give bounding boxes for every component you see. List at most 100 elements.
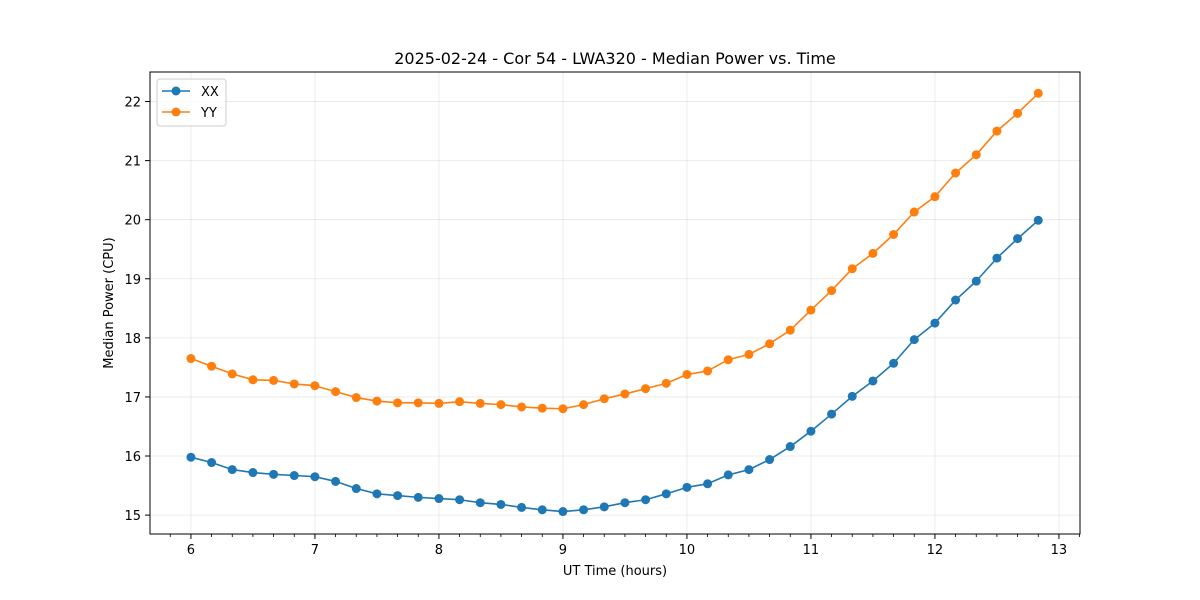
data-point-xx [393,491,403,501]
data-point-yy [827,286,837,296]
data-point-xx [558,507,568,517]
plot-area-frame [149,71,1081,535]
data-point-yy [661,378,671,388]
legend-marker-xx [171,86,181,96]
data-point-xx [517,502,527,512]
x-tick-label: 11 [803,543,820,558]
data-point-xx [661,489,671,499]
legend-marker-yy [171,107,181,117]
data-point-yy [1013,108,1023,118]
data-point-yy [248,375,258,385]
y-tick-label: 17 [124,391,141,406]
data-point-xx [207,458,217,468]
data-point-xx [599,502,609,512]
data-point-yy [496,400,506,410]
series-xx [186,215,1043,517]
data-point-yy [434,398,444,408]
data-point-yy [207,361,217,371]
data-point-xx [744,465,754,475]
data-point-xx [785,442,795,452]
data-point-xx [227,465,237,475]
y-tick-label: 18 [124,332,141,347]
y-tick-label: 22 [124,96,141,111]
data-point-yy [620,389,630,399]
data-point-xx [289,471,299,481]
data-point-xx [641,495,651,505]
data-point-xx [1033,215,1043,225]
data-point-xx [434,494,444,504]
data-point-xx [310,472,320,482]
data-point-yy [951,168,961,178]
data-point-yy [517,402,527,412]
data-point-yy [579,400,589,410]
x-tick-label: 6 [187,543,195,558]
data-point-xx [847,391,857,401]
data-point-yy [806,305,816,315]
data-point-yy [785,325,795,335]
data-point-xx [351,484,361,494]
x-tick-label: 13 [1051,543,1068,558]
data-point-yy [310,381,320,391]
data-point-yy [599,394,609,404]
data-point-xx [827,409,837,419]
data-point-yy [537,403,547,413]
data-point-xx [992,253,1002,263]
data-point-yy [455,397,465,407]
data-point-xx [723,470,733,480]
data-point-yy [558,404,568,414]
data-point-xx [889,358,899,368]
data-point-yy [723,355,733,365]
data-point-xx [186,452,196,462]
y-tick-label: 20 [124,214,141,229]
data-point-xx [868,376,878,386]
data-point-xx [413,492,423,502]
data-point-yy [393,398,403,408]
data-point-xx [620,498,630,508]
data-point-yy [372,396,382,406]
data-point-xx [331,476,341,486]
data-point-xx [806,426,816,436]
data-point-xx [1013,234,1023,244]
data-point-yy [475,398,485,408]
data-point-xx [248,468,258,478]
legend: XX YY [156,78,227,127]
data-point-yy [331,387,341,397]
data-point-xx [496,499,506,509]
data-point-xx [455,495,465,505]
data-point-xx [909,335,919,345]
y-tick-label: 15 [124,509,141,524]
data-point-xx [682,482,692,492]
data-point-yy [1033,88,1043,98]
data-point-yy [930,192,940,202]
x-tick-label: 12 [927,543,944,558]
data-point-xx [765,455,775,465]
y-tick-label: 19 [124,273,141,288]
data-point-xx [475,498,485,508]
data-point-yy [351,393,361,403]
y-axis-label: Median Power (CPU) [102,237,117,368]
legend-label-xx: XX [201,85,219,100]
data-point-yy [909,207,919,217]
data-point-yy [971,150,981,160]
series-group [186,88,1043,517]
x-tick-label: 10 [679,543,696,558]
axis-ticks: 6 7 8 9 10 11 12 13 15 16 17 18 19 20 21 22 [124,96,1080,558]
data-point-xx [372,489,382,499]
x-tick-label: 8 [435,543,443,558]
data-point-xx [703,479,713,489]
data-point-yy [847,264,857,274]
data-point-xx [269,469,279,479]
data-point-yy [889,229,899,239]
data-point-yy [289,379,299,389]
data-point-yy [641,384,651,394]
data-point-yy [992,126,1002,136]
x-tick-label: 9 [559,543,567,558]
chart-title: 2025-02-24 - Cor 54 - LWA320 - Median Po… [394,49,836,68]
data-point-yy [186,354,196,364]
data-point-xx [951,295,961,305]
data-point-yy [269,375,279,385]
y-tick-label: 16 [124,450,141,465]
data-point-yy [868,248,878,258]
data-point-xx [537,505,547,515]
